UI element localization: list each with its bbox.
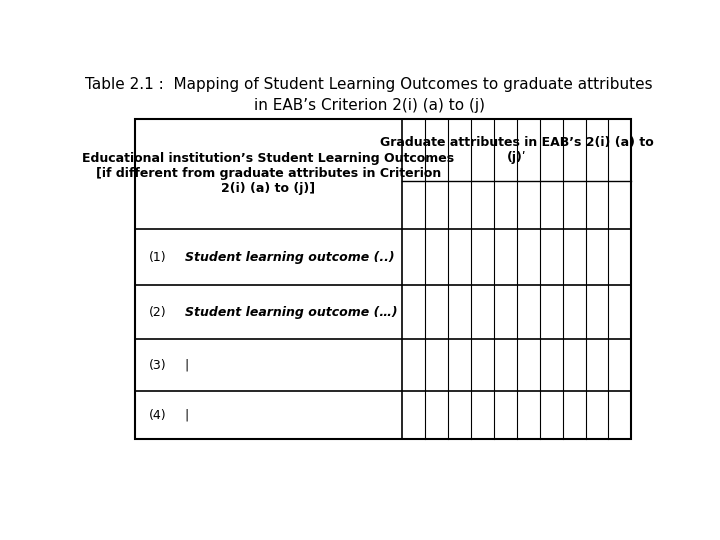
Text: Educational institution’s Student Learning Outcomes
[if different from graduate : Educational institution’s Student Learni… [83, 152, 454, 195]
Text: (3): (3) [148, 359, 166, 372]
Text: |: | [185, 409, 189, 422]
Text: Table 2.1 :  Mapping of Student Learning Outcomes to graduate attributes
in EAB’: Table 2.1 : Mapping of Student Learning … [85, 77, 653, 113]
Text: (2): (2) [148, 306, 166, 319]
Text: (4): (4) [148, 409, 166, 422]
Text: Student learning outcome (..): Student learning outcome (..) [185, 251, 395, 264]
Text: Student learning outcome (…): Student learning outcome (…) [185, 306, 397, 319]
Text: |: | [185, 359, 189, 372]
Text: Graduate attributes in EAB’s 2(i) (a) to
(j)ʹ: Graduate attributes in EAB’s 2(i) (a) to… [380, 136, 654, 164]
Text: (1): (1) [148, 251, 166, 264]
